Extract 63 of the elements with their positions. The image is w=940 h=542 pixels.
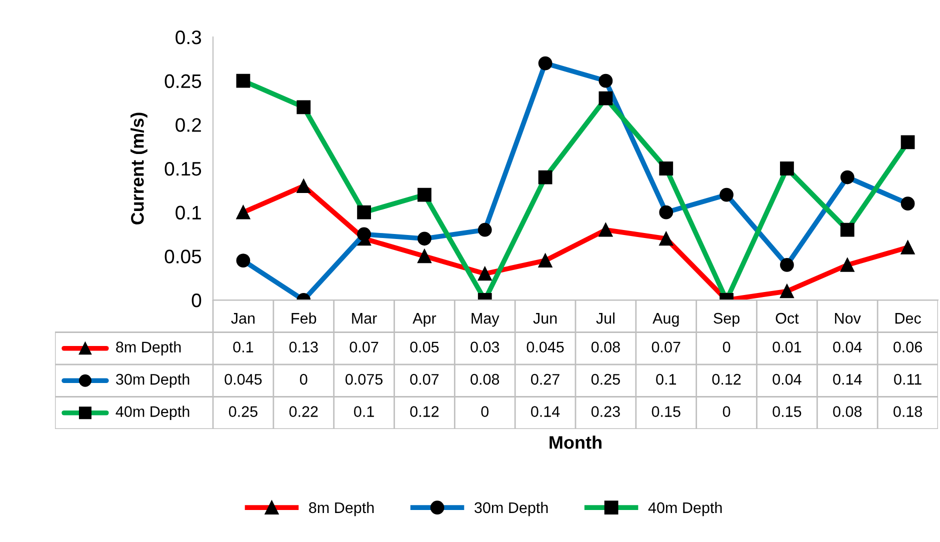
data-label: 0.14 (833, 374, 862, 385)
data-label: 0.08 (470, 374, 500, 385)
data-label: 0.12 (712, 374, 741, 385)
data-label: 0.1 (656, 374, 676, 385)
data-label: 0 (722, 342, 730, 352)
data-label: 0.1 (233, 342, 254, 352)
data-label: 0.075 (346, 374, 383, 385)
y-tick-label: 0.2 (176, 118, 201, 132)
data-label: 0.18 (894, 406, 922, 417)
x-tick-label: Jan (231, 313, 255, 324)
data-label: 0.045 (526, 342, 564, 352)
data-label: 0 (722, 406, 730, 417)
y-tick-label: 0.3 (176, 30, 202, 44)
legend-label: 30m Depth (116, 374, 190, 388)
x-tick-label: Oct (776, 312, 799, 324)
data-label: 0.23 (591, 406, 620, 417)
data-label: 0.03 (470, 342, 500, 352)
data-label: 0 (481, 406, 489, 417)
y-tick-label: 0.05 (164, 250, 202, 264)
data-label: 0.13 (289, 342, 318, 352)
data-label: 0 (300, 374, 308, 385)
data-label: 0.1 (354, 406, 374, 417)
x-tick-label: Feb (292, 312, 316, 324)
data-label: 0.06 (894, 342, 922, 352)
data-label: 0.07 (410, 374, 439, 385)
data-label: 0.07 (350, 342, 378, 352)
x-tick-label: Mar (352, 313, 377, 324)
data-label: 0.15 (772, 406, 802, 417)
text: Month (550, 436, 602, 449)
data-label: 0.08 (591, 342, 620, 352)
legend-label: 40m Depth (116, 406, 190, 420)
text: 30m Depth (474, 502, 548, 516)
data-label: 0.25 (228, 406, 258, 417)
y-tick-label: 0.25 (164, 74, 202, 88)
data-label: 0.07 (652, 342, 680, 352)
data-label: 0.15 (652, 406, 680, 417)
data-label: 0.12 (410, 406, 439, 417)
y-tick-label: 0.15 (164, 162, 202, 176)
x-tick-label: Jul (596, 312, 614, 324)
y-tick-label: 0 (192, 293, 202, 308)
data-label: 0.04 (833, 342, 862, 352)
text: 40m Depth (648, 502, 722, 516)
x-tick-label: Dec (895, 313, 921, 324)
data-label: 0.04 (772, 374, 802, 385)
data-label: 0.22 (289, 406, 318, 417)
x-tick-label: Apr (412, 313, 436, 327)
text: 8m Depth (309, 502, 374, 516)
x-tick-label: Nov (835, 313, 861, 324)
data-label: 0.11 (894, 374, 922, 385)
data-label: 0.05 (410, 342, 439, 352)
data-label: 0.01 (772, 342, 802, 352)
data-label: 0.14 (531, 406, 560, 417)
x-tick-label: Jun (533, 313, 557, 324)
x-tick-label: May (472, 313, 500, 327)
legend-label: 8m Depth (116, 341, 181, 356)
y-axis-title: Current (m/s) (130, 112, 148, 224)
data-label: 0.08 (833, 406, 862, 417)
y-tick-label: 0.1 (176, 206, 201, 220)
data-label: 0.045 (224, 374, 262, 385)
x-tick-label: Aug (652, 313, 679, 327)
data-label: 0.25 (591, 374, 620, 385)
data-label: 0.27 (531, 374, 560, 385)
x-tick-label: Sep (714, 312, 740, 327)
